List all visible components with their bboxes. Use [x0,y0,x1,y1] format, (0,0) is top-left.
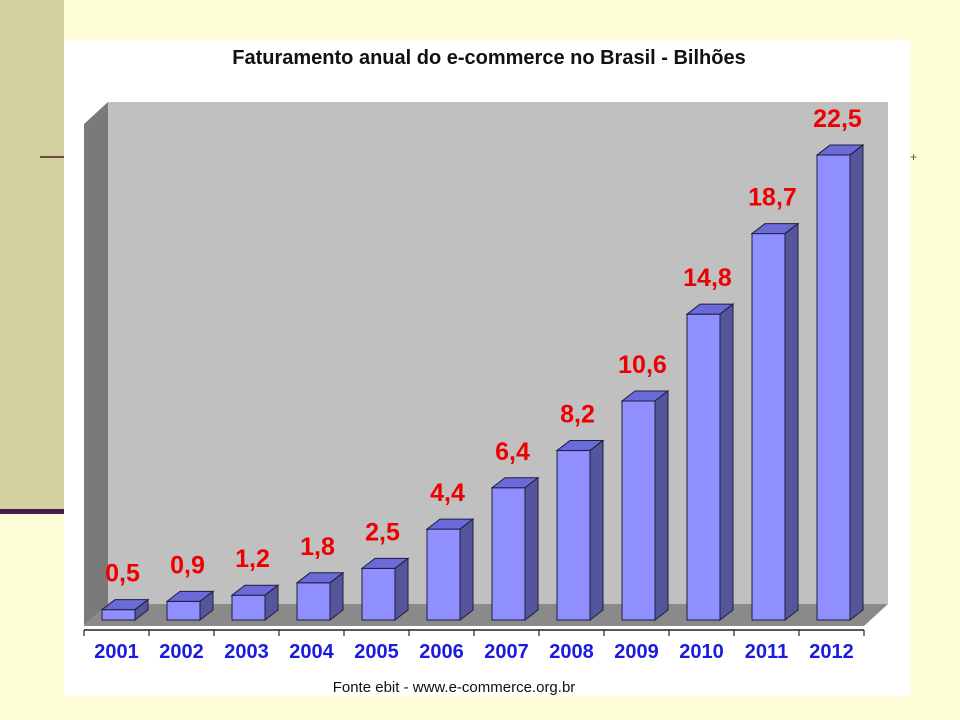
bar-side [719,303,734,622]
bar-front [621,400,656,621]
bar-front [101,609,136,621]
chart-title: Faturamento anual do e-commerce no Brasi… [232,47,745,69]
bar-side [784,222,799,622]
bar-side [134,598,149,622]
bar-front [361,567,396,621]
data-label: 6,4 [495,438,530,466]
bar-front [816,154,851,621]
bar: 8,2 [555,401,605,622]
bar-front [426,528,461,621]
data-label: 1,8 [300,533,335,561]
slide-accent-line [40,156,66,158]
data-label: 10,6 [618,351,667,379]
bar: 10,6 [618,351,670,622]
bar-front [556,450,591,621]
x-tick-label: 2011 [745,641,788,663]
chart-source-note: Fonte ebit - www.e-commerce.org.br [333,679,576,696]
bar: 2,5 [360,518,410,622]
data-label: 1,2 [235,545,270,573]
bar-front [491,487,526,621]
data-label: 0,9 [170,551,205,579]
bar-side [264,584,279,622]
x-tick-label: 2006 [419,641,464,663]
bars-group: 0,5 0,9 1,2 1,8 2,5 4,4 6,4 8,2 10,6 14,8 18,7 22,5 [100,105,865,622]
x-tick-label: 2012 [809,641,854,663]
bar-front [751,233,786,621]
bar-side [654,389,669,622]
x-tick-label: 2002 [159,641,204,663]
bar-side [849,144,864,622]
bar-side [199,590,214,622]
chart-image: Faturamento anual do e-commerce no Brasi… [64,40,910,696]
bar: 0,9 [165,551,215,622]
x-tick-label: 2005 [354,641,399,663]
bar-side [394,557,409,622]
chart-left-wall [84,102,108,626]
bar-chart: Faturamento anual do e-commerce no Brasi… [83,47,888,696]
data-label: 4,4 [430,479,465,507]
x-tick-label: 2004 [289,641,334,663]
data-label: 22,5 [813,105,862,133]
bar: 22,5 [813,105,865,622]
slide-side-panel [0,0,64,510]
x-tick-label: 2007 [484,641,529,663]
bar-side [329,571,344,622]
bar: 14,8 [683,264,735,622]
bar-side [589,439,604,622]
bar: 4,4 [425,479,475,622]
bar: 6,4 [490,438,540,622]
bar-front [296,582,331,621]
bar-front [166,600,201,621]
bar-side [524,476,539,622]
bar: 1,2 [230,545,280,622]
bar: 0,5 [100,560,150,622]
data-label: 2,5 [365,518,400,546]
x-tick-label: 2008 [549,641,594,663]
data-label: 0,5 [105,560,140,588]
slide-corner-mark: + [910,150,918,164]
x-tick-label: 2009 [614,641,659,663]
x-axis: 2001 2002 2003 2004 2005 2006 2007 2008 2009 2010… [83,629,865,663]
bar-front [231,594,266,621]
bar-side [459,518,474,622]
bar: 1,8 [295,533,345,622]
x-tick-label: 2010 [679,641,724,663]
slide-divider-line [0,509,70,514]
x-tick-label: 2003 [224,641,269,663]
data-label: 8,2 [560,401,595,429]
data-label: 14,8 [683,264,732,292]
bar-front [686,313,721,621]
bar: 18,7 [748,184,800,622]
data-label: 18,7 [748,184,797,212]
x-tick-label: 2001 [94,641,139,663]
